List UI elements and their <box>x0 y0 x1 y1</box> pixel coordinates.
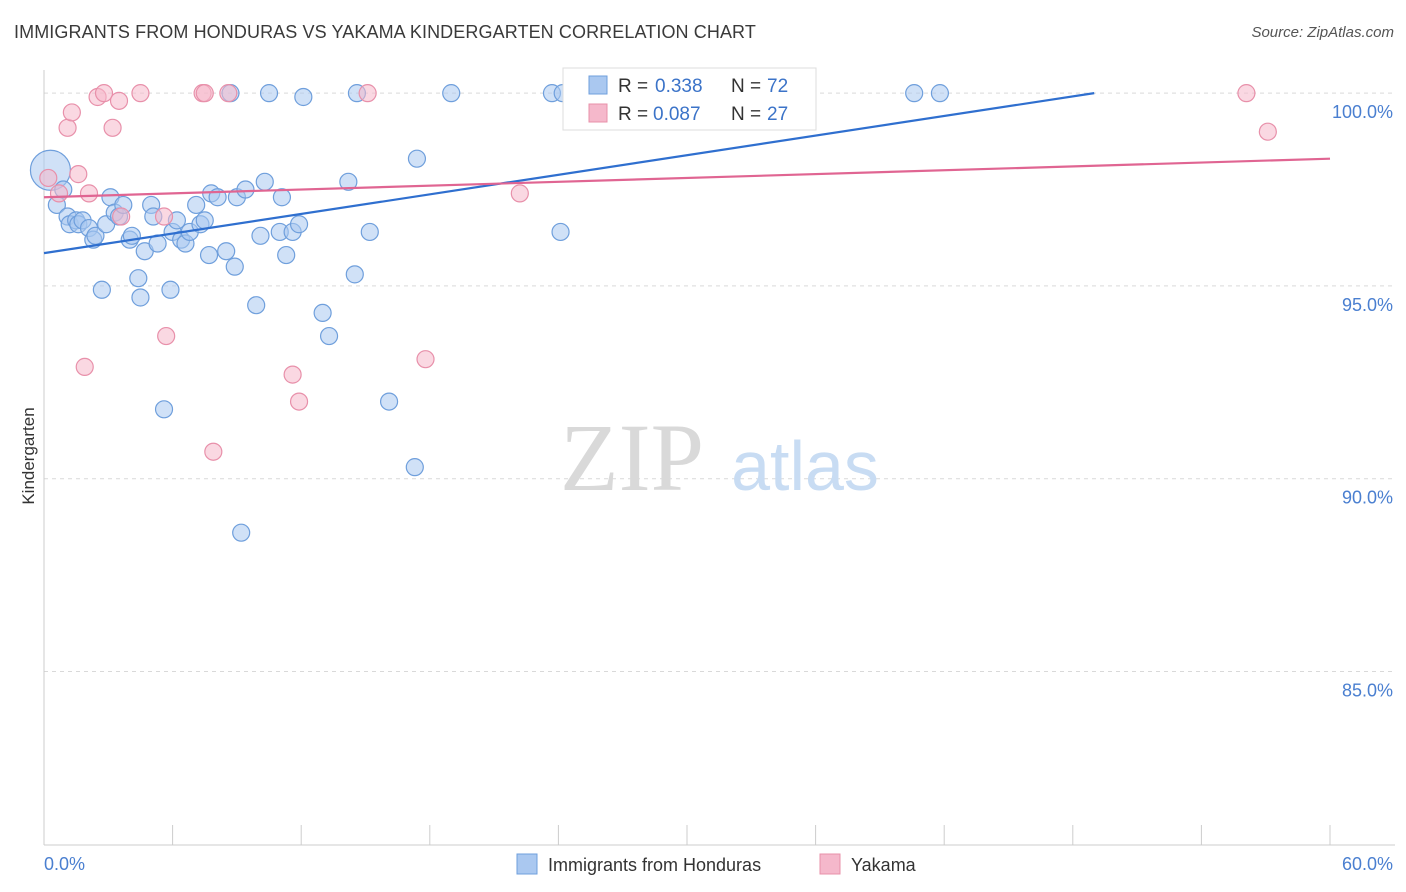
point-honduras[interactable] <box>225 257 244 276</box>
y-axis-label: Kindergarten <box>19 407 38 504</box>
point-honduras[interactable] <box>131 288 150 307</box>
point-honduras[interactable] <box>319 326 339 346</box>
point-honduras[interactable] <box>154 400 174 419</box>
point-honduras[interactable] <box>405 458 424 477</box>
point-honduras[interactable] <box>217 242 236 261</box>
point-honduras[interactable] <box>905 84 924 103</box>
point-honduras[interactable] <box>251 226 270 245</box>
point-honduras[interactable] <box>551 222 570 242</box>
point-yakama[interactable] <box>75 357 94 376</box>
point-yakama[interactable] <box>94 84 114 103</box>
point-yakama[interactable] <box>58 118 77 137</box>
x-tick-label: 60.0% <box>1342 854 1393 874</box>
point-yakama[interactable] <box>39 168 58 188</box>
point-yakama[interactable] <box>204 442 223 461</box>
point-honduras[interactable] <box>313 303 332 323</box>
stats-n-label-yakama: N = <box>731 104 761 125</box>
y-tick-label: 95.0% <box>1342 295 1393 315</box>
point-yakama[interactable] <box>289 392 309 411</box>
point-honduras[interactable] <box>379 392 399 411</box>
y-tick-label: 100.0% <box>1332 102 1393 122</box>
legend-label-yakama[interactable]: Yakama <box>851 855 917 875</box>
point-honduras[interactable] <box>247 296 266 315</box>
stats-legend: R = 0.338 N = 72 R = 0.087 N = 27 <box>562 67 817 131</box>
point-honduras[interactable] <box>289 215 309 234</box>
legend-label-honduras[interactable]: Immigrants from Honduras <box>548 855 761 875</box>
legend-swatch-honduras[interactable] <box>516 853 538 875</box>
point-honduras[interactable] <box>360 222 379 242</box>
point-honduras[interactable] <box>339 172 358 191</box>
point-honduras[interactable] <box>187 195 206 215</box>
stats-n-label-honduras: N = <box>731 76 761 97</box>
bottom-legend: Immigrants from Honduras Yakama <box>516 853 917 875</box>
chart-title: IMMIGRANTS FROM HONDURAS VS YAKAMA KINDE… <box>14 22 756 42</box>
point-honduras[interactable] <box>199 245 219 265</box>
point-yakama[interactable] <box>103 118 122 137</box>
point-honduras[interactable] <box>277 245 296 265</box>
stats-swatch-honduras <box>588 75 608 95</box>
point-yakama[interactable] <box>219 84 238 103</box>
point-honduras[interactable] <box>232 523 251 542</box>
point-yakama[interactable] <box>1258 122 1277 141</box>
stats-r-value-yakama: 0.087 <box>653 104 701 125</box>
point-honduras[interactable] <box>259 84 279 103</box>
point-honduras[interactable] <box>407 149 427 168</box>
x-tick-labels: 0.0% 60.0% <box>44 854 1393 874</box>
point-yakama[interactable] <box>69 165 88 184</box>
point-yakama[interactable] <box>79 184 99 203</box>
gridlines <box>44 92 1395 672</box>
stats-r-label-yakama: R = <box>618 104 648 125</box>
point-honduras[interactable] <box>195 211 214 230</box>
point-honduras[interactable] <box>161 280 180 299</box>
trend-line-honduras <box>43 92 1095 255</box>
point-yakama[interactable] <box>283 365 302 384</box>
stats-swatch-yakama <box>588 103 608 123</box>
point-honduras[interactable] <box>236 180 255 199</box>
point-honduras[interactable] <box>294 87 313 107</box>
point-yakama[interactable] <box>49 184 69 203</box>
x-tick-label: 0.0% <box>44 854 85 874</box>
point-yakama[interactable] <box>416 350 435 369</box>
point-yakama[interactable] <box>195 84 214 103</box>
point-yakama[interactable] <box>62 103 81 122</box>
point-yakama[interactable] <box>1237 84 1256 103</box>
stats-n-value-yakama: 27 <box>767 104 788 125</box>
point-honduras[interactable] <box>129 269 148 288</box>
point-honduras[interactable] <box>255 172 274 191</box>
trend-lines <box>43 92 1331 255</box>
point-yakama[interactable] <box>131 84 150 103</box>
watermark-zip: ZIP <box>560 404 704 511</box>
point-honduras[interactable] <box>345 265 364 284</box>
stats-r-label-honduras: R = <box>618 76 648 97</box>
y-tick-label: 90.0% <box>1342 488 1393 508</box>
watermark: ZIP atlas <box>560 404 879 511</box>
source-credit: Source: ZipAtlas.com <box>1251 24 1394 41</box>
axes <box>43 70 1395 846</box>
point-yakama[interactable] <box>154 207 174 226</box>
y-tick-label: 85.0% <box>1342 680 1393 700</box>
legend-swatch-yakama[interactable] <box>819 853 841 875</box>
trend-line-yakama <box>43 157 1331 199</box>
watermark-atlas: atlas <box>731 427 879 505</box>
y-tick-labels: 100.0% 95.0% 90.0% 85.0% <box>1332 102 1393 700</box>
point-honduras[interactable] <box>442 84 461 103</box>
point-yakama[interactable] <box>109 91 129 110</box>
point-honduras[interactable] <box>930 84 950 103</box>
series-yakama-points <box>39 84 1277 461</box>
point-honduras[interactable] <box>272 188 292 207</box>
point-yakama[interactable] <box>157 326 176 346</box>
point-honduras[interactable] <box>92 280 111 299</box>
point-yakama[interactable] <box>358 84 377 103</box>
stats-n-value-honduras: 72 <box>767 76 788 97</box>
point-yakama[interactable] <box>112 207 131 226</box>
stats-r-value-honduras: 0.338 <box>655 76 703 97</box>
point-yakama[interactable] <box>510 184 529 203</box>
